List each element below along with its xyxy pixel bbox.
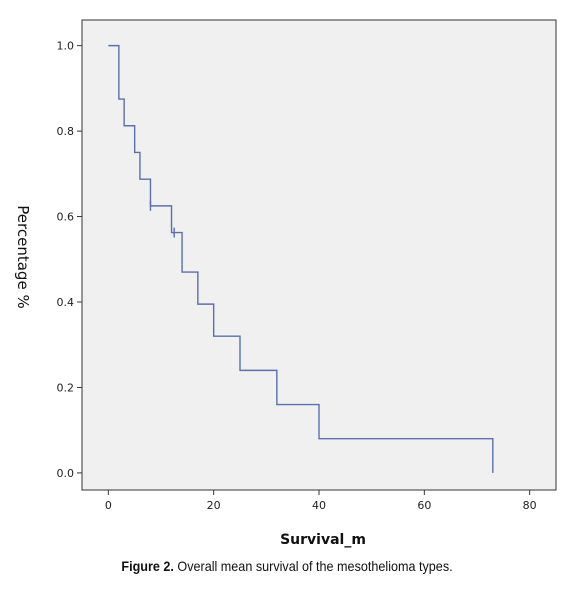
x-axis-title: Survival_m xyxy=(280,532,366,548)
figure-caption: Figure 2. Overall mean survival of the m… xyxy=(29,558,546,574)
censor-marks xyxy=(149,200,175,238)
caption-text: Overall mean survival of the mesotheliom… xyxy=(173,558,453,574)
x-tick-label: 60 xyxy=(417,499,431,512)
y-tick-label: 0.8 xyxy=(57,125,75,138)
y-tick-label: 1.0 xyxy=(57,40,75,53)
x-tick-label: 0 xyxy=(105,499,112,512)
y-tick-label: 0.6 xyxy=(57,211,75,224)
x-tick-label: 80 xyxy=(523,499,537,512)
caption-label: Figure 2. xyxy=(121,558,174,574)
ticks: 0.0 0.2 0.4 0.6 0.8 1.0 0 20 40 60 80 xyxy=(57,40,537,512)
y-tick-label: 0.2 xyxy=(57,381,75,394)
y-tick-label: 0.4 xyxy=(57,296,75,309)
y-tick-label: 0.0 xyxy=(57,467,75,480)
x-tick-label: 20 xyxy=(207,499,221,512)
y-axis-title: Percentage % xyxy=(14,205,32,308)
x-tick-label: 40 xyxy=(312,499,326,512)
survival-curve xyxy=(108,44,494,473)
